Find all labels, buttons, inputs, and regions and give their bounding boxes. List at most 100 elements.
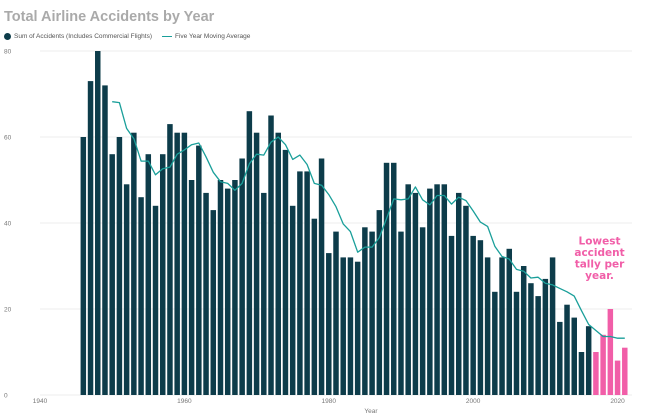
bar <box>282 149 289 395</box>
bar <box>405 184 411 395</box>
bar <box>138 197 144 395</box>
bar <box>246 111 253 395</box>
bar <box>535 296 541 395</box>
bar <box>528 283 534 395</box>
bar <box>87 81 94 395</box>
bar <box>159 154 166 395</box>
bar <box>340 257 346 395</box>
bar <box>463 205 469 395</box>
bar <box>174 132 180 395</box>
bar <box>369 231 375 395</box>
bar <box>289 205 296 395</box>
bar <box>470 235 476 395</box>
bar <box>448 235 455 395</box>
bar <box>123 184 130 395</box>
legend-bar-label: Sum of Accidents (Includes Commercial Fl… <box>14 33 152 40</box>
bar <box>593 352 599 395</box>
bar <box>326 253 332 395</box>
y-tick-label: 40 <box>4 221 12 228</box>
bar <box>419 227 426 395</box>
bar <box>188 180 195 395</box>
bar <box>542 278 549 395</box>
bar <box>347 257 354 395</box>
bar <box>333 231 339 395</box>
bar <box>391 162 397 395</box>
bar <box>600 334 606 395</box>
bar <box>196 145 202 395</box>
bar <box>427 188 433 395</box>
bar <box>585 326 592 395</box>
x-tick-label: 1940 <box>33 398 48 405</box>
bar <box>318 158 325 395</box>
bar <box>484 257 491 395</box>
legend-bar-swatch <box>4 33 11 40</box>
legend-line-swatch <box>162 36 172 37</box>
annotation-text-line: Lowest <box>579 236 621 248</box>
bar <box>261 192 267 395</box>
x-tick-label: 2000 <box>466 398 481 405</box>
bar <box>203 192 209 395</box>
legend-line-label: Five Year Moving Average <box>175 33 251 40</box>
x-axis: 1940 1960 1980 2000 2020 <box>33 398 625 405</box>
bar <box>275 132 281 395</box>
bar <box>607 309 614 395</box>
bar <box>131 132 137 395</box>
bar <box>297 171 303 395</box>
bar <box>383 162 390 395</box>
bar <box>232 180 238 395</box>
bar <box>434 184 440 395</box>
bar <box>376 210 383 395</box>
bar <box>499 257 505 395</box>
moving-average-line-group <box>112 101 625 339</box>
bar <box>102 85 108 396</box>
y-tick-label: 20 <box>4 307 12 314</box>
bar <box>513 291 520 395</box>
bar <box>571 317 577 395</box>
bar <box>304 171 310 395</box>
bar <box>520 266 527 395</box>
annotation-text-line: accident <box>574 247 624 259</box>
bar <box>268 115 274 395</box>
bar <box>549 257 556 395</box>
bar <box>557 321 563 395</box>
bar <box>95 51 101 395</box>
bar <box>441 184 448 395</box>
bar <box>80 137 87 395</box>
moving-average-line <box>112 101 625 339</box>
bar <box>167 124 173 395</box>
x-tick-label: 1980 <box>322 398 337 405</box>
annotation-text-line: tally per <box>575 259 625 271</box>
bar <box>181 132 188 395</box>
y-tick-label: 60 <box>4 135 12 142</box>
y-tick-label: 0 <box>4 393 8 400</box>
annotation-text-line: year. <box>585 270 614 282</box>
x-axis-label: Year <box>364 408 378 415</box>
legend: Sum of Accidents (Includes Commercial Fl… <box>4 33 250 40</box>
bar <box>224 188 231 395</box>
bar <box>217 180 224 395</box>
bars <box>80 51 628 396</box>
bar <box>492 291 498 395</box>
bar <box>578 352 585 395</box>
bar <box>152 205 159 395</box>
bar <box>145 154 152 395</box>
y-tick-label: 80 <box>4 49 12 56</box>
bar <box>398 231 404 395</box>
bar <box>622 347 628 395</box>
y-axis: 0 20 40 60 80 <box>4 49 12 400</box>
bar <box>253 132 260 395</box>
bar <box>412 192 419 395</box>
chart-title: Total Airline Accidents by Year <box>4 9 215 25</box>
bar <box>311 218 318 395</box>
bar <box>362 227 368 395</box>
bar <box>477 240 484 395</box>
bar <box>564 304 570 395</box>
bar <box>210 210 217 395</box>
bar <box>506 248 513 395</box>
bar <box>614 360 621 395</box>
bar <box>455 192 462 395</box>
x-tick-label: 2020 <box>610 398 625 405</box>
bar <box>116 137 123 395</box>
